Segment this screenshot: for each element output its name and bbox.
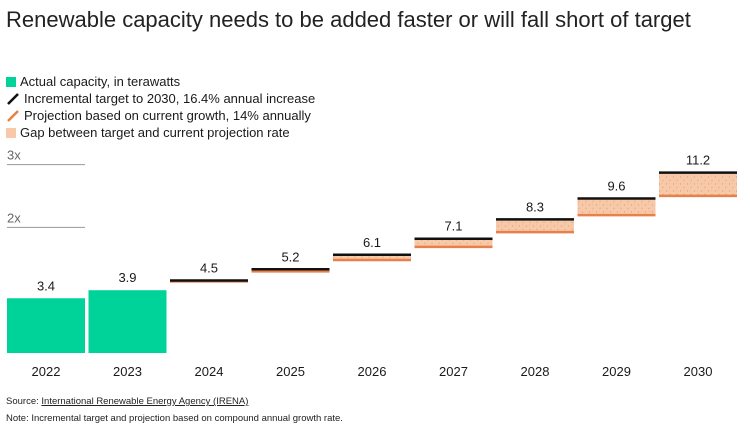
target-line-icon — [7, 92, 19, 105]
source-prefix: Source: — [6, 396, 42, 407]
value-label-2025: 5.2 — [281, 249, 299, 264]
x-tick-label-2030: 2030 — [684, 364, 713, 379]
legend-label-actual: Actual capacity, in terawatts — [20, 74, 181, 89]
value-label-2030: 11.2 — [686, 153, 710, 168]
value-label-2023: 3.9 — [118, 270, 136, 285]
gap-band-2027 — [414, 238, 493, 247]
value-label-2026: 6.1 — [363, 235, 381, 250]
legend-label-gap: Gap between target and current projectio… — [20, 125, 290, 140]
gap-band-2026 — [333, 254, 411, 260]
legend-item-target: Incremental target to 2030, 16.4% annual… — [6, 90, 315, 107]
legend: Actual capacity, in terawatts Incrementa… — [6, 73, 315, 141]
value-label-2027: 7.1 — [444, 219, 462, 234]
source-line: Source: International Renewable Energy A… — [6, 396, 248, 407]
reference-label-3x: 3x — [7, 148, 21, 163]
gap-band-2029 — [577, 198, 656, 216]
x-tick-label-2027: 2027 — [439, 364, 468, 379]
x-tick-label-2028: 2028 — [521, 364, 550, 379]
x-tick-label-2025: 2025 — [276, 364, 305, 379]
source-link[interactable]: International Renewable Energy Agency (I… — [41, 396, 249, 407]
projection-line-icon — [7, 109, 19, 122]
x-tick-label-2023: 2023 — [113, 364, 142, 379]
value-label-2024: 4.5 — [200, 261, 218, 276]
actual-swatch-icon — [6, 76, 16, 87]
actual-bar-2023 — [88, 290, 167, 353]
chart-title: Renewable capacity needs to be added fas… — [6, 7, 691, 32]
note-line: Note: Incremental target and projection … — [6, 413, 343, 424]
actual-bar-2022 — [7, 298, 85, 353]
value-label-2028: 8.3 — [526, 199, 544, 214]
legend-label-target: Incremental target to 2030, 16.4% annual… — [24, 91, 316, 106]
x-tick-label-2026: 2026 — [358, 364, 387, 379]
legend-label-projection: Projection based on current growth, 14% … — [24, 108, 311, 123]
value-label-2029: 9.6 — [607, 178, 625, 193]
x-tick-label-2024: 2024 — [195, 364, 224, 379]
reference-label-2x: 2x — [7, 210, 21, 225]
legend-item-gap: Gap between target and current projectio… — [6, 124, 315, 141]
x-tick-label-2029: 2029 — [602, 364, 631, 379]
legend-item-actual: Actual capacity, in terawatts — [6, 73, 315, 90]
gap-band-2030 — [659, 172, 737, 196]
value-label-2022: 3.4 — [37, 278, 55, 293]
gap-swatch-icon — [6, 127, 16, 138]
legend-item-projection: Projection based on current growth, 14% … — [6, 107, 315, 124]
gap-band-2028 — [496, 219, 574, 233]
x-tick-label-2022: 2022 — [32, 364, 61, 379]
